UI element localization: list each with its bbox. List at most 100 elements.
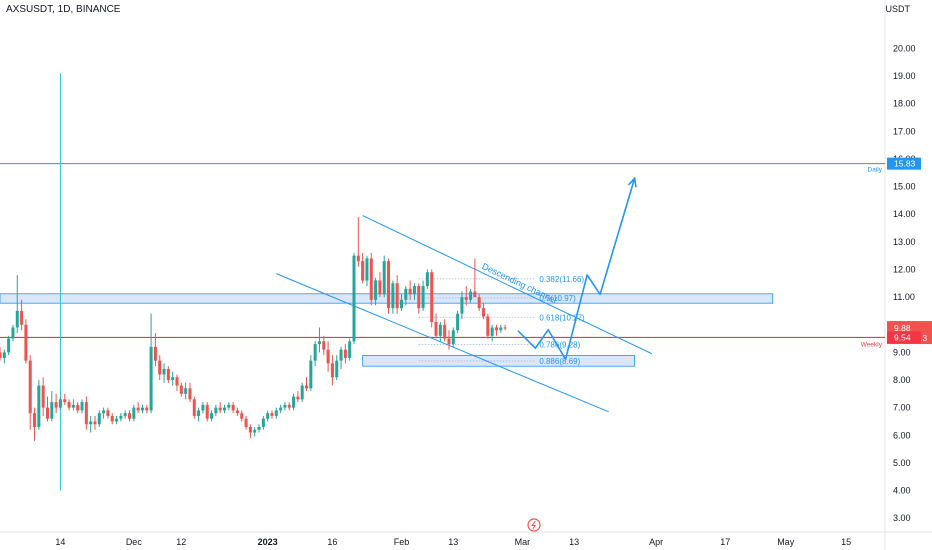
- horizontal-level-label: Daily: [868, 167, 883, 174]
- candle-body: [179, 385, 183, 394]
- candle-body: [128, 413, 132, 419]
- candle-body: [205, 404, 209, 419]
- candle-body: [387, 261, 391, 309]
- candle-body: [214, 407, 218, 414]
- projection-path: [517, 178, 636, 361]
- price-tag: [887, 331, 921, 344]
- candle-body: [80, 402, 84, 411]
- candle-body: [210, 413, 214, 419]
- candle-body: [106, 410, 110, 416]
- candle-body: [464, 297, 468, 300]
- alert-icon: [527, 518, 541, 532]
- y-tick-label: 5.00: [893, 458, 911, 468]
- candle-body: [15, 310, 19, 328]
- candle-body: [244, 418, 248, 427]
- candle-body: [430, 272, 434, 322]
- candle-body: [382, 261, 386, 295]
- price-tag-text: 9.54: [894, 332, 911, 342]
- candle-body: [434, 321, 438, 336]
- x-tick-label: May: [777, 537, 795, 547]
- x-tick-label: 17: [720, 537, 730, 547]
- candle-body: [374, 280, 378, 300]
- x-tick-label: 13: [448, 537, 458, 547]
- x-tick-label: 13: [569, 537, 579, 547]
- candle-body: [378, 280, 382, 295]
- candle-body: [494, 327, 498, 331]
- y-tick-label: 11.00: [893, 292, 915, 302]
- candle-body: [37, 385, 41, 427]
- candle-body: [348, 341, 352, 358]
- candle-body: [24, 324, 28, 361]
- candle-body: [313, 344, 317, 361]
- candle-body: [0, 352, 2, 358]
- candle-body: [149, 346, 153, 411]
- candle-body: [132, 407, 136, 419]
- candle-body: [2, 352, 6, 358]
- x-tick-label: 16: [327, 537, 337, 547]
- candle-body: [482, 308, 486, 317]
- fib-level-label: 0.886(8.69): [539, 357, 580, 366]
- y-tick-label: 6.00: [893, 430, 911, 440]
- candle-body: [279, 407, 283, 411]
- candle-body: [119, 415, 123, 419]
- candle-body: [201, 404, 205, 411]
- candle-body: [322, 341, 326, 350]
- y-tick-label: 13.00: [893, 237, 916, 247]
- fib-level-label: 0.786(9.28): [539, 341, 580, 350]
- candle-body: [369, 258, 373, 300]
- candle-body: [352, 255, 356, 342]
- candle-body: [218, 407, 222, 411]
- candle-body: [67, 402, 71, 408]
- candle-body: [184, 388, 188, 394]
- candle-body: [283, 404, 287, 408]
- candle-body: [473, 291, 477, 298]
- x-tick-label: 15: [841, 537, 851, 547]
- candle-body: [153, 346, 157, 361]
- support-resistance-zone: [362, 355, 636, 367]
- price-tag: [887, 157, 921, 170]
- y-tick-label: 3.00: [893, 513, 911, 523]
- y-tick-label: 7.00: [893, 403, 911, 413]
- x-tick-label: 2023: [258, 537, 278, 547]
- price-tag-text: 15.83: [894, 159, 916, 169]
- candle-body: [339, 349, 343, 361]
- candle-body: [248, 426, 252, 433]
- candle-body: [140, 407, 144, 411]
- candle-body: [20, 310, 24, 325]
- support-resistance-zone: [0, 293, 774, 304]
- candle-body: [412, 286, 416, 295]
- y-tick-label: 4.00: [893, 486, 911, 496]
- candle-body: [71, 404, 75, 408]
- bolt-icon: [530, 520, 536, 530]
- channel-line: [362, 215, 653, 355]
- y-tick-label: 20.00: [893, 43, 916, 53]
- candle-body: [421, 286, 425, 309]
- horizontal-level-label: Weekly: [861, 341, 883, 348]
- candle-body: [84, 402, 88, 425]
- candle-body: [89, 421, 93, 425]
- candle-body: [197, 410, 201, 416]
- candle-body: [28, 360, 32, 414]
- y-tick-label: 14.00: [893, 209, 916, 219]
- y-tick-label: 12.00: [893, 264, 916, 274]
- candle-body: [300, 385, 304, 400]
- x-tick-label: 14: [55, 537, 65, 547]
- candle-body: [33, 413, 37, 427]
- x-tick-label: Dec: [126, 537, 143, 547]
- candle-body: [460, 297, 464, 314]
- candle-body: [7, 338, 11, 353]
- candle-body: [227, 404, 231, 408]
- candle-body: [335, 360, 339, 378]
- x-tick-label: 12: [176, 537, 186, 547]
- fib-level-label: 0.382(11.66): [539, 275, 584, 284]
- candle-body: [222, 407, 226, 411]
- candle-body: [391, 283, 395, 309]
- candle-body: [404, 288, 408, 300]
- candle-body: [499, 327, 503, 331]
- candle-body: [309, 360, 313, 389]
- candle-body: [63, 399, 67, 403]
- y-tick-label: 15.00: [893, 182, 916, 192]
- candle-body: [257, 426, 261, 430]
